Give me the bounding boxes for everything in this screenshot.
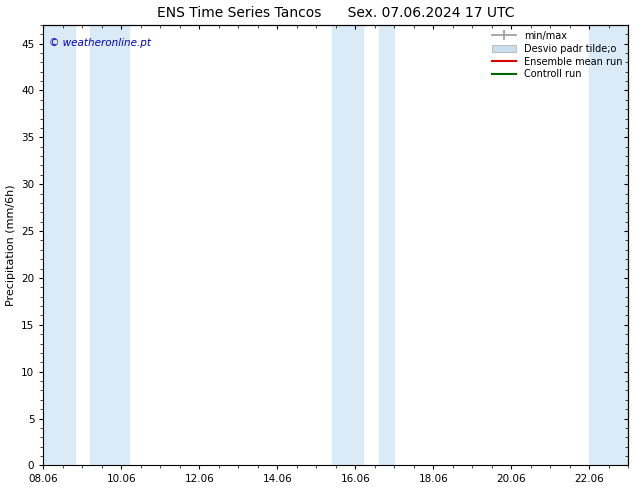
Y-axis label: Precipitation (mm/6h): Precipitation (mm/6h) [6, 184, 16, 306]
Bar [332, 25, 363, 465]
Legend: min/max, Desvio padr tilde;o, Ensemble mean run, Controll run: min/max, Desvio padr tilde;o, Ensemble m… [488, 27, 626, 83]
Bar [90, 25, 129, 465]
Bar [590, 25, 628, 465]
Title: ENS Time Series Tancos      Sex. 07.06.2024 17 UTC: ENS Time Series Tancos Sex. 07.06.2024 1… [157, 5, 515, 20]
Text: © weatheronline.pt: © weatheronline.pt [49, 38, 152, 48]
Bar [379, 25, 394, 465]
Bar [43, 25, 75, 465]
